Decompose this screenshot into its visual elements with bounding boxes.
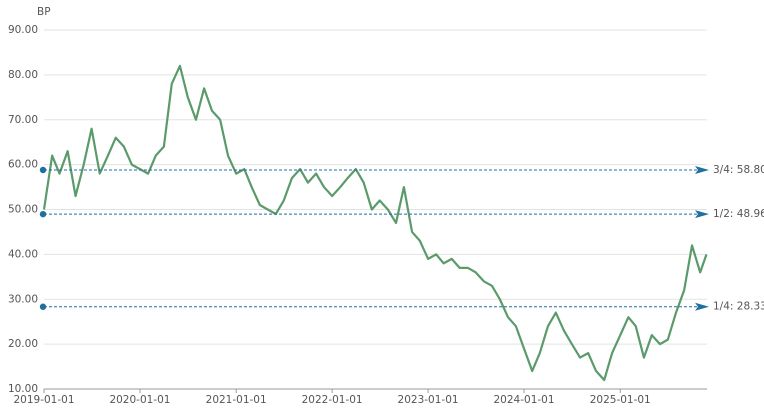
reference-arrow [695,166,709,175]
reference-label: 1/4: 28.33 [713,301,764,313]
x-tick-label: 2023-01-01 [398,394,459,406]
reference-start [39,166,47,174]
x-tick-label: 2024-01-01 [494,394,555,406]
series-line [42,64,708,382]
reference-label: 1/2: 48.96 [713,208,764,220]
y-tick-label: 60.00 [8,159,38,171]
y-tick-label: 80.00 [8,69,38,81]
x-tick-label: 2019-01-01 [13,394,74,406]
y-tick-label: 10.00 [8,383,38,395]
y-tick-label: 50.00 [8,204,38,216]
reference-arrow [695,210,709,219]
reference-label: 3/4: 58.80 [713,164,764,176]
y-tick-label: 20.00 [8,338,38,350]
x-tick-label: 2025-01-01 [590,394,651,406]
y-axis-label: BP [37,6,51,18]
x-tick-label: 2020-01-01 [109,394,170,406]
x-tick-label: 2022-01-01 [302,394,363,406]
reference-start [39,303,47,310]
y-tick-label: 30.00 [8,293,38,305]
y-tick-label: 70.00 [8,114,38,126]
y-tick-label: 90.00 [8,24,38,36]
x-tick-label: 2021-01-01 [206,394,267,406]
y-tick-label: 40.00 [8,248,38,260]
reference-arrow [695,302,709,311]
reference-start [39,210,47,218]
